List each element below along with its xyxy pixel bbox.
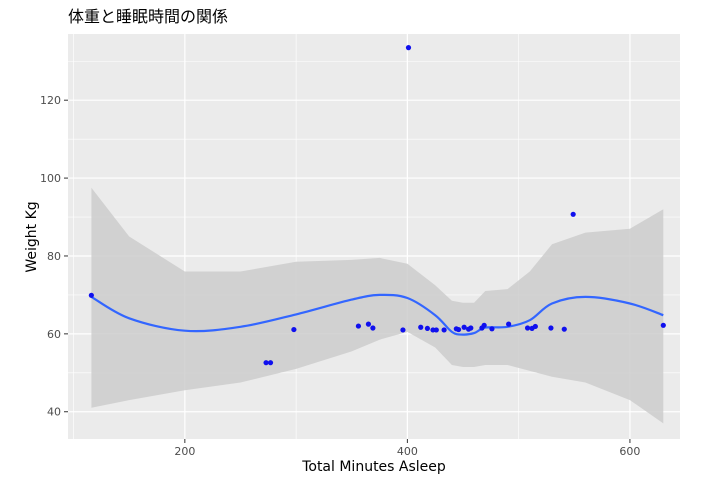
confidence-band [91, 187, 664, 424]
data-point [400, 327, 406, 333]
data-point [548, 325, 554, 331]
x-tick-label: 200 [174, 445, 195, 458]
data-point [263, 360, 269, 366]
y-tick-label: 60 [47, 328, 61, 341]
data-point [532, 323, 538, 330]
scatter-points [88, 45, 666, 366]
data-point [455, 326, 462, 333]
chart-title: 体重と睡眠時間の関係 [68, 7, 228, 26]
data-point [561, 326, 567, 332]
data-point [468, 325, 474, 331]
data-point [424, 325, 431, 332]
y-tick-label: 100 [40, 172, 61, 185]
data-point [570, 211, 576, 217]
data-point [481, 322, 487, 328]
smooth-line-layer [90, 293, 664, 336]
data-point [405, 45, 412, 51]
data-point [88, 292, 94, 298]
x-tick-label: 400 [397, 445, 418, 458]
confidence-band-layer [91, 187, 664, 424]
data-point [489, 326, 495, 332]
y-tick-label: 40 [47, 406, 61, 419]
data-point [506, 321, 512, 327]
data-point [461, 324, 467, 330]
data-point [365, 321, 372, 327]
y-axis-ticks: 40 60 80 100 120 [40, 94, 68, 419]
data-point [370, 325, 376, 331]
y-tick-label: 120 [40, 94, 61, 107]
data-point [524, 325, 531, 331]
data-point [355, 323, 362, 329]
smooth-line [90, 293, 664, 336]
x-axis-title: Total Minutes Asleep [301, 459, 446, 475]
data-point [267, 360, 274, 366]
y-axis-title: Weight Kg [24, 201, 40, 272]
data-point [291, 326, 297, 333]
x-tick-label: 600 [619, 445, 640, 458]
data-point [418, 324, 424, 330]
x-axis-ticks: 200 400 600 [174, 439, 640, 458]
data-point [660, 322, 666, 328]
data-point [433, 327, 439, 333]
data-point [441, 327, 447, 333]
y-tick-label: 80 [47, 250, 61, 263]
